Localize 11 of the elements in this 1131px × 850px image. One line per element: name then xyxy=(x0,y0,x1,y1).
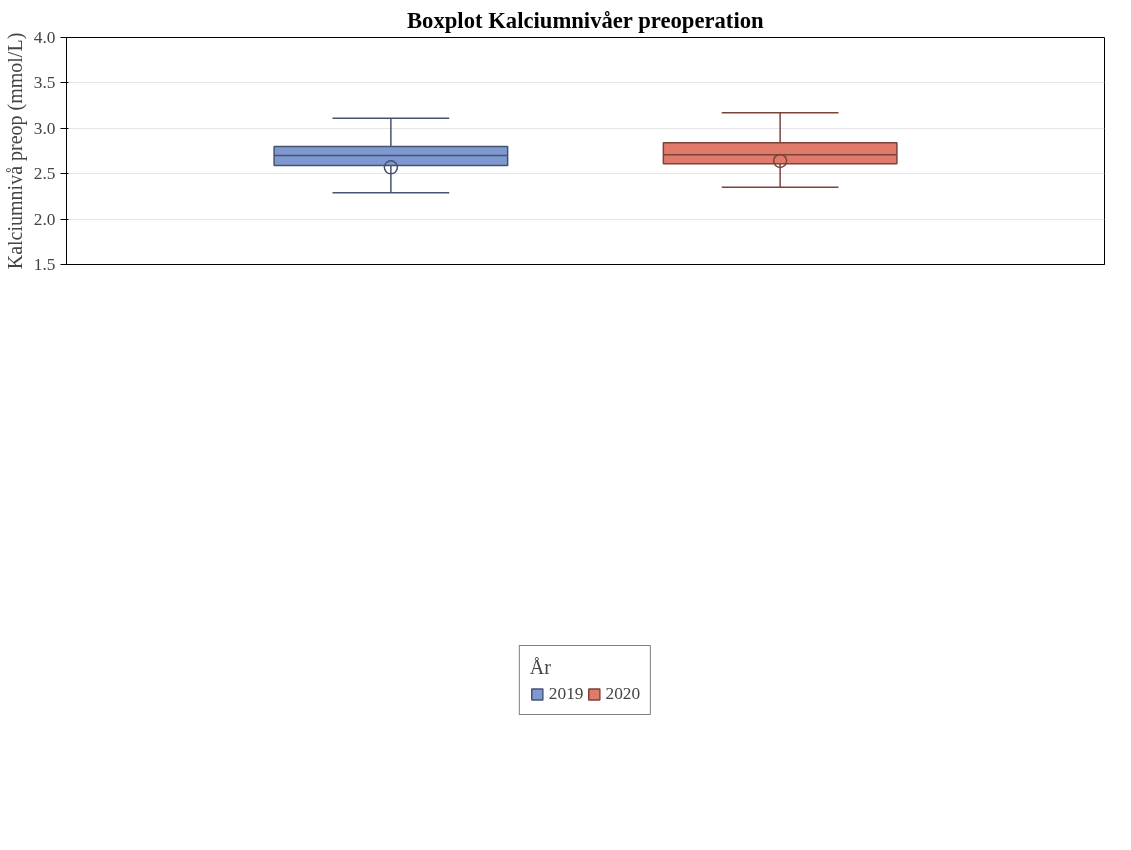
y-tick-label: 3.0 xyxy=(33,118,56,138)
y-tick-label: 3.5 xyxy=(33,73,56,93)
y-axis-title: Kalciumnivå preop (mmol/L) xyxy=(3,32,27,270)
legend-label: 2019 xyxy=(548,684,584,704)
legend-label: 2020 xyxy=(605,684,641,704)
chart-title: Boxplot Kalciumnivåer preoperation xyxy=(406,7,765,33)
legend-title: År xyxy=(529,656,552,679)
y-tick-label: 2.0 xyxy=(33,209,56,229)
y-tick-label: 4.0 xyxy=(33,28,56,47)
y-tick-label: 1.5 xyxy=(33,255,56,274)
y-tick-label: 2.5 xyxy=(33,164,56,184)
